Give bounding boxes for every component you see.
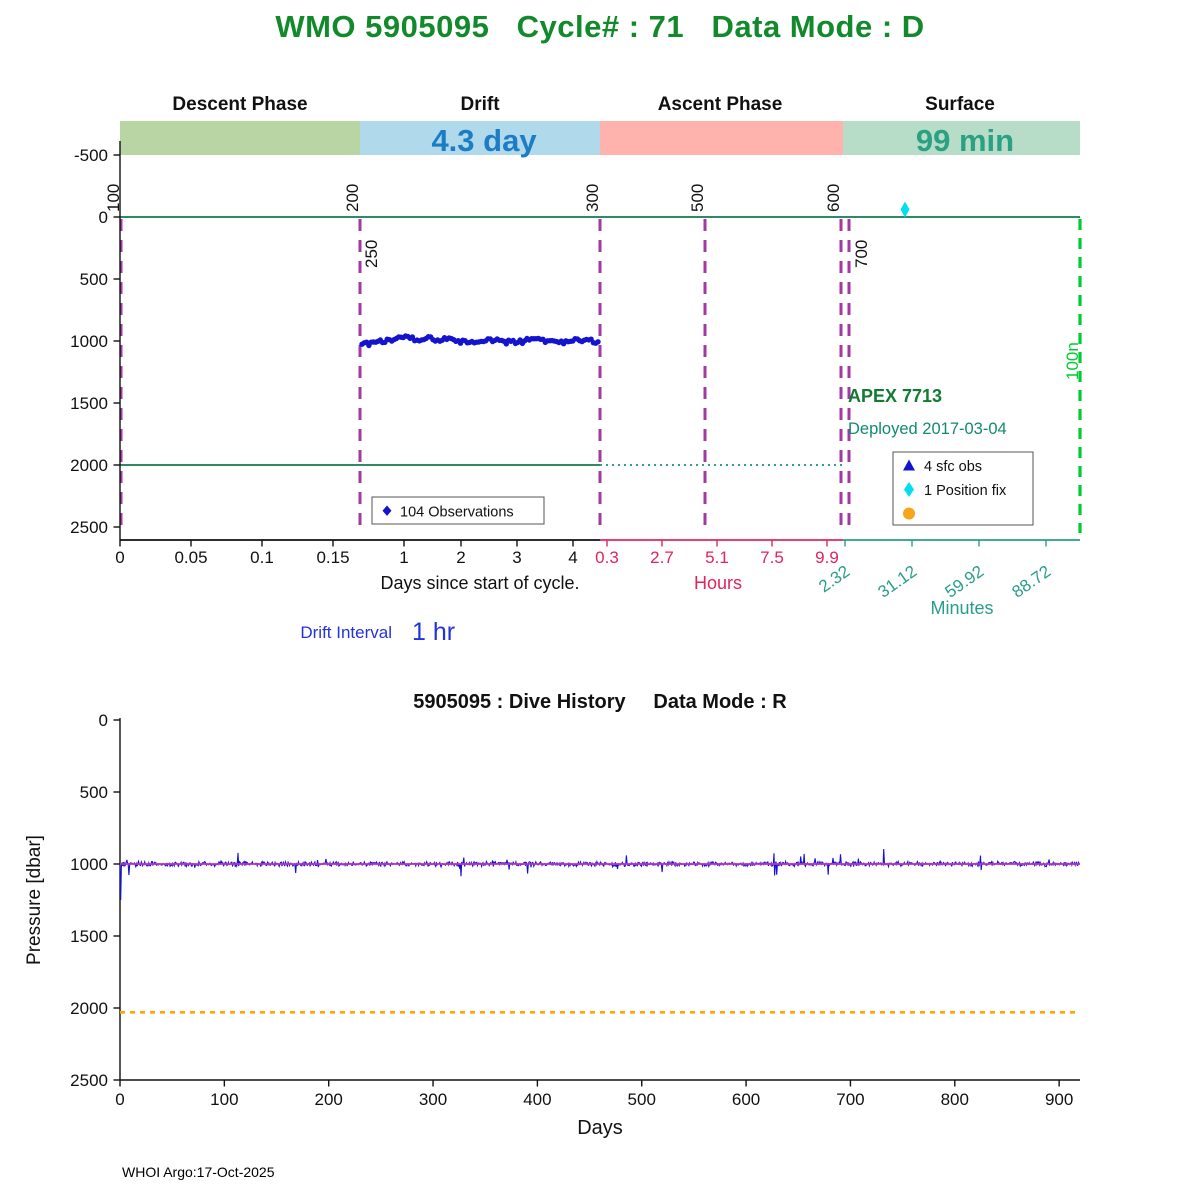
bottom-x-tick-label: 200 — [315, 1090, 343, 1109]
phase-label-surface: Surface — [925, 94, 995, 115]
phase-band-1 — [120, 121, 360, 155]
bottom-y-tick-label: 1500 — [70, 927, 108, 946]
bottom-y-tick-label: 2000 — [70, 999, 108, 1018]
message-marker-label-250: 250 — [362, 240, 381, 268]
drift-observation — [595, 339, 601, 345]
position-fix-legend-label: 1 Position fix — [924, 483, 1007, 499]
sfc-obs-legend-label: 4 sfc obs — [924, 459, 982, 475]
phase-label-ascent: Ascent Phase — [658, 94, 783, 115]
drift-interval-label: Drift Interval — [300, 623, 392, 642]
message-marker-label-600: 600 — [824, 184, 843, 212]
float-id-text: APEX 7713 — [848, 386, 942, 406]
markers-legend-box — [892, 451, 1034, 526]
top-x-tick-label: 0.1 — [250, 548, 274, 567]
phase-label-drift: Drift — [460, 94, 500, 115]
bottom-x-tick-label: 400 — [523, 1090, 551, 1109]
top-x-tick-label: 0.15 — [316, 548, 349, 567]
message-marker-label-300: 300 — [583, 184, 602, 212]
bottom-x-tick-label: 500 — [628, 1090, 656, 1109]
top-x-tick-label: 0.05 — [174, 548, 207, 567]
top-y-tick-label: 2500 — [70, 518, 108, 537]
surface-end-label: 100n — [1063, 342, 1082, 380]
y-axis-label: Pressure [dbar] — [24, 835, 45, 965]
position-fix-marker — [900, 201, 910, 218]
observations-legend: 104 Observations — [371, 496, 545, 525]
x-axis-label-hours: Hours — [694, 573, 742, 593]
message-marker-label-200: 200 — [343, 184, 362, 212]
credit-text: WHOI Argo:17-Oct-2025 — [122, 1164, 275, 1180]
dive-history-chart: 0 500 1000 1500 2000 2500 0 100 200 300 400 500 600 7… — [24, 691, 1081, 1139]
bottom-chart-drawing: 0 500 1000 1500 2000 2500 0 100 200 300 400 500 600 7… — [70, 711, 1081, 1109]
top-x-tick-label-rotated: 59.92 — [942, 562, 988, 602]
top-x-tick-label: 4 — [568, 548, 577, 567]
bottom-x-tick-label: 100 — [210, 1090, 238, 1109]
top-x-tick-label-rotated: 88.72 — [1009, 562, 1055, 602]
top-x-tick-label: 7.5 — [760, 548, 784, 567]
top-y-tick-label: 2000 — [70, 456, 108, 475]
bottom-x-tick-label: 800 — [941, 1090, 969, 1109]
x-axis-label-days: Days since start of cycle. — [380, 573, 579, 593]
bottom-x-tick-label: 600 — [732, 1090, 760, 1109]
bottom-x-tick-label: 900 — [1045, 1090, 1073, 1109]
dive-pressure-trace — [119, 848, 1081, 901]
bottom-x-tick-label: 300 — [419, 1090, 447, 1109]
top-chart-drawing: 100 200 250 300 500 600 700 100n -500 0 500 1000 150… — [70, 121, 1082, 602]
message-marker-label-100: 100 — [104, 184, 123, 212]
x-axis-label-minutes: Minutes — [930, 598, 993, 618]
x-axis-label: Days — [577, 1117, 623, 1139]
markers-legend: 4 sfc obs 1 Position fix — [892, 451, 1034, 526]
bottom-x-tick-label: 700 — [836, 1090, 864, 1109]
top-y-tick-label: 1000 — [70, 332, 108, 351]
top-x-tick-label: 2.7 — [650, 548, 674, 567]
bottom-y-tick-label: 0 — [99, 711, 108, 730]
cycle-timeline-chart: 100 200 250 300 500 600 700 100n -500 0 500 1000 150… — [70, 9, 1082, 646]
top-x-tick-label: 2 — [456, 548, 465, 567]
top-x-tick-label: 3 — [512, 548, 521, 567]
phase-band-4 — [843, 121, 1080, 155]
phase-label-descent: Descent Phase — [172, 94, 307, 115]
message-marker-label-700: 700 — [852, 240, 871, 268]
diamond-icon — [382, 505, 392, 516]
top-y-tick-label: -500 — [74, 146, 108, 165]
circle-icon — [903, 507, 915, 520]
top-y-tick-label: 1500 — [70, 394, 108, 413]
drift-duration-value: 4.3 day — [431, 123, 537, 158]
top-x-tick-label: 1 — [399, 548, 408, 567]
diamond-icon — [904, 482, 914, 497]
observations-legend-box — [371, 496, 545, 525]
top-y-tick-label: 500 — [80, 270, 108, 289]
triangle-icon — [903, 459, 915, 471]
top-x-tick-label-rotated: 31.12 — [875, 562, 921, 602]
surface-duration-value: 99 min — [916, 123, 1014, 158]
top-x-tick-label: 0.3 — [595, 548, 619, 567]
deployed-date-text: Deployed 2017-03-04 — [848, 420, 1007, 438]
page-title: WMO 5905095 Cycle# : 71 Data Mode : D — [275, 9, 924, 44]
bottom-y-tick-label: 1000 — [70, 855, 108, 874]
bottom-y-tick-label: 500 — [80, 783, 108, 802]
top-x-tick-label: 9.9 — [815, 548, 839, 567]
top-y-tick-label: 0 — [99, 208, 108, 227]
top-x-tick-label: 5.1 — [705, 548, 729, 567]
bottom-x-tick-label: 0 — [115, 1090, 124, 1109]
message-marker-label-500: 500 — [688, 184, 707, 212]
bottom-y-tick-label: 2500 — [70, 1071, 108, 1090]
observations-legend-label: 104 Observations — [400, 505, 514, 521]
dive-history-title: 5905095 : Dive History Data Mode : R — [413, 691, 787, 713]
drift-interval-value: 1 hr — [412, 618, 455, 646]
phase-band-3 — [600, 121, 843, 155]
phase-band-2 — [360, 121, 600, 155]
top-x-tick-label: 0 — [115, 548, 124, 567]
